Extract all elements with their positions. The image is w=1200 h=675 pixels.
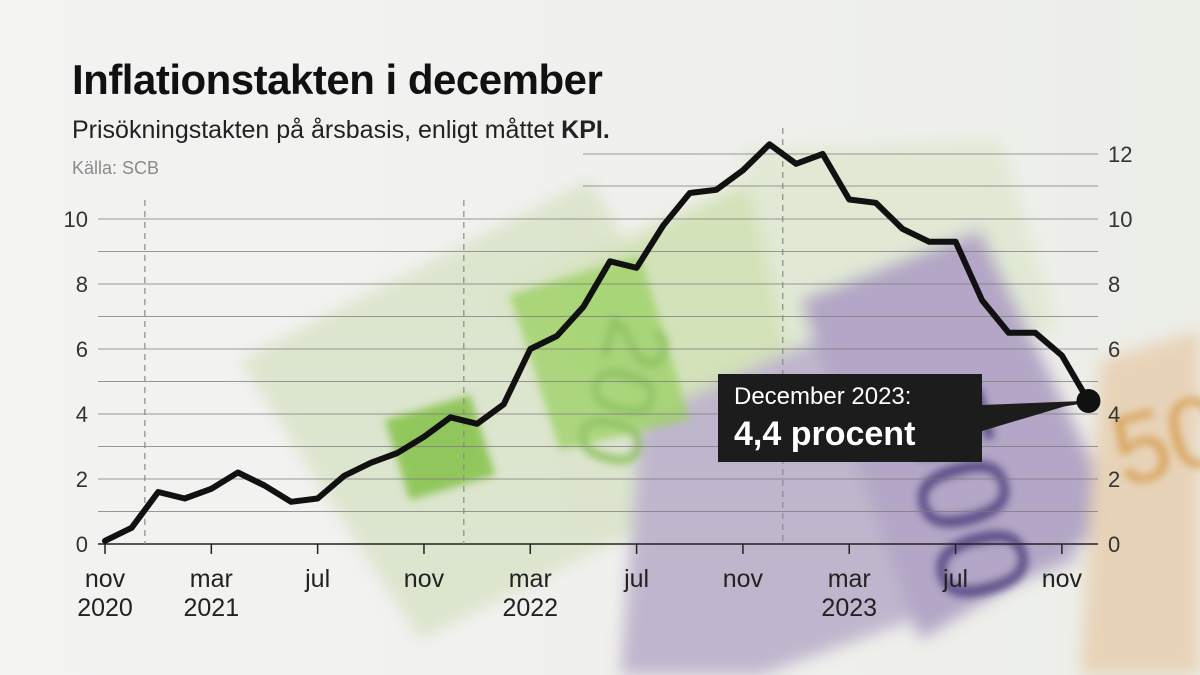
left-tick-label: 0 [76,532,88,557]
highlight-point [1076,389,1101,413]
data-point [714,188,718,192]
value-callout: December 2023: 4,4 procent [718,374,982,462]
x-tick-year: 2020 [77,594,133,622]
right-tick-label: 2 [1108,467,1120,492]
x-tick-year: 2022 [502,594,558,622]
inflation-line [102,141,1092,544]
grid [98,153,1098,545]
data-point [449,415,453,419]
data-point [236,471,240,475]
data-point [209,487,213,491]
chart-subtitle: Prisökningstakten på årsbasis, enligt må… [72,116,610,145]
data-point [980,298,984,302]
left-tick-label: 8 [76,272,88,297]
chart-title: Inflationstakten i december [72,56,603,103]
left-tick-label: 10 [64,207,88,232]
data-point [768,142,772,146]
x-tick-year: 2021 [184,594,240,622]
subtitle-text: Prisökningstakten på årsbasis, enligt må… [72,116,562,144]
x-tick-month: jul [304,565,330,593]
data-point [847,198,851,202]
right-tick-label: 10 [1108,207,1132,232]
x-tick-month: nov [1042,565,1083,593]
data-point [130,526,134,530]
left-y-axis: 0 2 4 6 8 10 [64,207,88,557]
data-point [528,347,532,351]
left-tick-label: 2 [76,467,88,492]
data-point [289,500,293,504]
data-point [581,305,585,309]
series-line [102,141,1092,544]
data-point [502,402,506,406]
x-tick-month: mar [828,565,871,593]
data-point [369,461,373,465]
data-point [1060,354,1064,358]
right-tick-label: 8 [1108,272,1120,297]
data-point [1033,331,1037,335]
data-point [900,227,904,231]
data-point [688,191,692,195]
subtitle-kpi: KPI. [561,116,610,144]
data-point [741,168,745,172]
callout-pointer [982,401,1083,431]
left-tick-label: 4 [76,402,88,427]
x-tick-month: mar [509,565,552,593]
x-tick-month: jul [942,565,968,593]
data-point [1007,331,1011,335]
x-tick-month: nov [723,565,764,593]
callout-value: 4,4 procent [734,415,916,453]
x-tick-month: nov [85,565,126,593]
data-point [342,474,346,478]
data-point [874,201,878,205]
data-point [156,490,160,494]
x-tick-month: nov [404,565,445,593]
x-tick-month: mar [190,565,233,593]
x-tick-month: jul [623,565,649,593]
x-tick-year: 2023 [821,594,877,622]
data-point [422,435,426,439]
data-point [635,266,639,270]
left-tick-label: 6 [76,337,88,362]
data-point [555,334,559,338]
data-point [475,422,479,426]
data-point [927,240,931,244]
right-tick-label: 6 [1108,337,1120,362]
data-point [183,497,187,501]
data-point [316,497,320,501]
source-note: Källa: SCB [72,158,160,178]
right-tick-label: 0 [1108,532,1120,557]
data-point [395,451,399,455]
data-point [262,484,266,488]
right-tick-label: 12 [1108,142,1132,167]
data-point [821,152,825,156]
year-dividers [144,128,784,544]
data-point [608,259,612,263]
data-point [661,224,665,228]
data-point [794,162,798,166]
data-points [103,142,1101,543]
right-tick-label: 4 [1108,402,1120,427]
data-point [103,539,107,543]
callout-date: December 2023: [734,383,912,410]
right-y-axis: 0 2 4 6 8 10 12 [1108,142,1132,557]
data-point [954,240,958,244]
